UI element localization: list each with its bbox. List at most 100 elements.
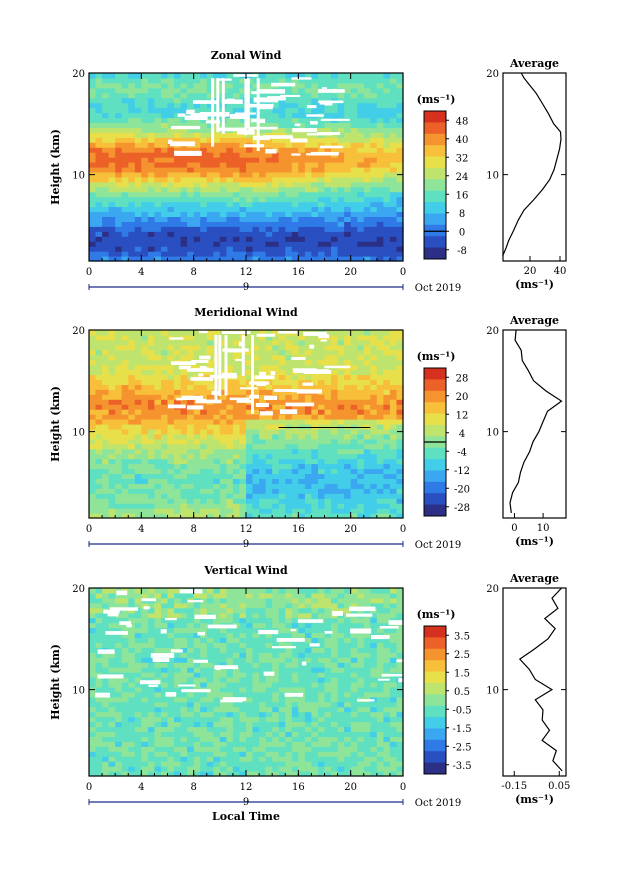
heatmap-cell [213,241,220,247]
heatmap-cell [383,123,390,129]
heatmap-cell [279,73,286,79]
missing-data [280,409,297,414]
heatmap-cell [161,221,168,227]
missing-data [306,153,323,155]
heatmap-cell [148,137,155,143]
colorbar-segment [424,391,446,403]
heatmap-cell [226,132,233,138]
missing-data [222,373,237,378]
heatmap-cell [96,231,103,237]
heatmap-cell [187,722,194,728]
heatmap-cell [200,345,207,351]
heatmap-cell [135,746,142,752]
heatmap-cell [174,478,181,484]
heatmap-cell [311,424,318,430]
heatmap-cell [194,623,201,629]
heatmap-cell [246,226,253,232]
heatmap-cell [318,93,325,99]
heatmap-cell [233,380,240,386]
heatmap-cell [168,593,175,599]
heatmap-cell [128,350,135,356]
heatmap-cell [194,345,201,351]
heatmap-cell [168,677,175,683]
heatmap-cell [161,439,168,445]
heatmap-cell [194,697,201,703]
heatmap-cell [298,192,305,198]
heatmap-cell [102,399,109,405]
heatmap-cell [96,623,103,629]
heatmap-cell [357,172,364,178]
missing-data [280,95,300,97]
colorbar-segment [424,179,446,191]
heatmap-cell [357,355,364,361]
heatmap-cell [200,474,207,480]
heatmap-cell [351,207,358,213]
colorbar-segment [424,448,446,460]
heatmap-cell [181,93,188,99]
heatmap-cell [168,217,175,223]
heatmap-cell [207,662,214,668]
heatmap-cell [253,608,260,614]
heatmap-cell [128,360,135,366]
missing-data [205,368,209,372]
heatmap-cell [338,241,345,247]
heatmap-cell [318,419,325,425]
heatmap-cell [161,157,168,163]
heatmap-cell [102,469,109,475]
heatmap-cell [200,78,207,84]
heatmap-cell [370,439,377,445]
heatmap-cell [200,741,207,747]
heatmap-cell [174,746,181,752]
heatmap-cell [207,493,214,499]
heatmap-cell [148,588,155,594]
heatmap-cell [259,246,266,252]
heatmap-cell [207,73,214,79]
heatmap-cell [161,642,168,648]
heatmap-cell [161,167,168,173]
heatmap-cell [351,454,358,460]
heatmap-cell [135,167,142,173]
heatmap-cell [253,419,260,425]
heatmap-cell [246,221,253,227]
heatmap-cell [213,732,220,738]
missing-data [317,132,340,135]
heatmap-cell [364,88,371,94]
heatmap-cell [253,454,260,460]
heatmap-cell [102,687,109,693]
heatmap-cell [102,444,109,450]
heatmap-cell [102,152,109,158]
heatmap-cell [181,454,188,460]
heatmap-cell [364,424,371,430]
heatmap-cell [109,454,116,460]
heatmap-cell [213,657,220,663]
heatmap-cell [135,662,142,668]
heatmap-cell [128,444,135,450]
heatmap-cell [181,167,188,173]
heatmap-cell [187,212,194,218]
heatmap-cell [128,508,135,513]
heatmap-cell [161,414,168,420]
heatmap-cell [89,657,96,663]
heatmap-cell [128,712,135,718]
heatmap-cell [96,598,103,604]
heatmap-cell [135,717,142,723]
profile-x-tick-label: 20 [524,266,537,277]
heatmap-cell [311,231,318,237]
heatmap-cell [187,618,194,624]
heatmap-cell [298,113,305,119]
heatmap-cell [109,424,116,430]
heatmap-cell [213,652,220,658]
heatmap-cell [200,429,207,435]
heatmap-cell [89,498,96,504]
heatmap-cell [135,712,142,718]
heatmap-cell [318,439,325,445]
heatmap-cell [168,147,175,153]
heatmap-cell [128,469,135,475]
heatmap-cell [207,717,214,723]
heatmap-cell [115,197,122,203]
heatmap-cell [285,212,292,218]
heatmap-cell [377,350,384,356]
heatmap-cell [285,113,292,119]
heatmap-cell [233,657,240,663]
heatmap-cell [122,98,129,104]
